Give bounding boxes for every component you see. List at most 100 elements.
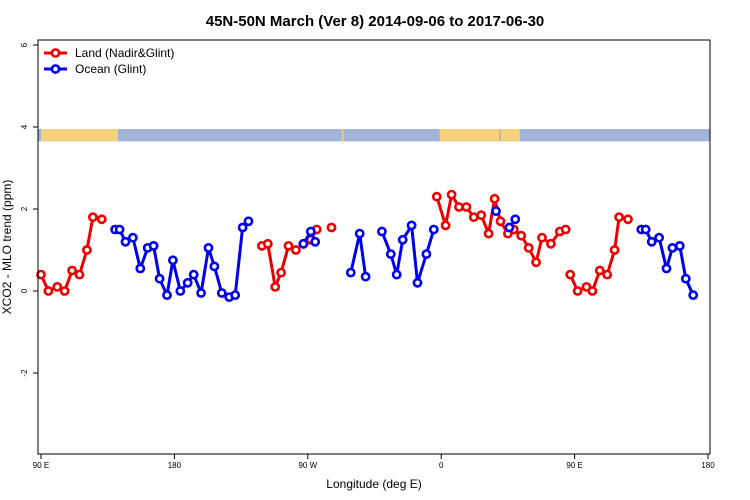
- data-point: [162, 290, 172, 300]
- data-point: [360, 271, 371, 282]
- data-point: [243, 216, 254, 227]
- x-tick-label: 90 W: [298, 461, 317, 470]
- data-point: [43, 286, 54, 296]
- data-point: [614, 212, 624, 223]
- data-point: [36, 269, 46, 280]
- data-point: [468, 212, 479, 223]
- data-point: [96, 214, 107, 225]
- data-point: [531, 257, 541, 268]
- data-point: [167, 255, 178, 266]
- data-point: [688, 290, 699, 300]
- x-tick-label: 90 E: [33, 461, 49, 470]
- x-tick-label: 0: [439, 461, 444, 470]
- y-axis-label: XCO2 - MLO trend (ppm): [0, 180, 14, 315]
- data-point: [565, 269, 576, 280]
- data-point: [203, 242, 214, 253]
- plot-frame: [37, 39, 711, 455]
- data-point: [290, 245, 301, 255]
- data-point: [661, 263, 672, 274]
- data-point: [270, 281, 281, 292]
- data-point: [188, 269, 199, 280]
- data-point: [120, 236, 131, 247]
- data-point: [376, 226, 387, 237]
- strip-land: [341, 129, 344, 142]
- data-point: [491, 206, 501, 216]
- series-ocean-glint-: [110, 206, 699, 302]
- data-point: [654, 232, 664, 243]
- data-point: [667, 242, 678, 253]
- data-point: [461, 202, 472, 212]
- data-point: [283, 240, 294, 251]
- data-point: [476, 210, 487, 221]
- data-point: [182, 277, 193, 288]
- data-point: [602, 269, 613, 280]
- data-point: [397, 234, 408, 245]
- strip-land: [500, 129, 520, 142]
- data-point: [127, 232, 138, 243]
- y-tick-label: 2: [20, 206, 29, 211]
- series-line: [568, 215, 629, 293]
- data-point: [74, 269, 85, 280]
- data-point: [298, 238, 309, 249]
- y-tick-label: -2: [20, 369, 29, 377]
- data-point: [680, 273, 691, 284]
- data-point: [52, 281, 63, 292]
- data-point: [237, 222, 248, 233]
- data-point: [276, 267, 286, 278]
- data-point: [326, 222, 337, 233]
- data-point: [216, 288, 227, 298]
- data-point: [431, 191, 442, 202]
- data-point: [354, 228, 365, 239]
- data-point: [428, 224, 439, 235]
- strip-ocean: [38, 129, 710, 142]
- data-point: [262, 238, 273, 249]
- data-point: [440, 220, 451, 231]
- strip-land: [439, 129, 500, 142]
- data-point: [421, 249, 432, 259]
- legend-label: Ocean (Glint): [75, 62, 146, 76]
- data-point: [305, 226, 316, 237]
- legend-swatch-marker: [50, 48, 61, 58]
- data-point: [483, 228, 494, 239]
- data-point: [148, 240, 159, 251]
- x-axis: 90 E 180 90 W 0 90 E 180: [33, 454, 715, 470]
- data-point: [406, 220, 417, 231]
- y-tick-label: 0: [20, 288, 29, 293]
- data-point: [154, 273, 165, 284]
- data-point: [646, 236, 657, 247]
- x-tick-label: 90 E: [566, 461, 582, 470]
- surface-strip: [38, 129, 710, 142]
- data-point: [385, 249, 396, 259]
- x-tick-label: 180: [701, 461, 715, 470]
- data-point: [523, 242, 534, 253]
- data-point: [572, 286, 583, 296]
- chart-title: 45N-50N March (Ver 8) 2014-09-06 to 2017…: [206, 13, 545, 30]
- data-point: [345, 267, 356, 278]
- data-point: [175, 286, 186, 296]
- data-point: [59, 286, 70, 296]
- legend-label: Land (Nadir&Glint): [75, 46, 174, 60]
- data-point: [391, 269, 402, 280]
- data-point: [609, 245, 620, 255]
- y-axis: -2 0 2 4 6: [20, 42, 38, 377]
- data-point: [196, 288, 206, 298]
- data-point: [82, 245, 92, 255]
- data-point: [674, 240, 685, 251]
- data-point: [209, 261, 220, 272]
- data-point: [640, 224, 651, 235]
- legend-swatch-marker: [50, 64, 61, 74]
- series-land-nadir-glint-: [36, 189, 633, 296]
- data-point: [135, 263, 146, 274]
- data-point: [310, 236, 321, 247]
- x-axis-label: Longitude (deg E): [326, 477, 421, 491]
- data-point: [504, 222, 515, 233]
- data-point: [560, 224, 571, 235]
- data-point: [587, 286, 598, 296]
- data-point: [510, 214, 521, 225]
- plot-series: [36, 189, 699, 302]
- data-point: [546, 238, 556, 249]
- data-point: [412, 277, 423, 288]
- data-point: [516, 230, 527, 241]
- data-point: [446, 189, 457, 200]
